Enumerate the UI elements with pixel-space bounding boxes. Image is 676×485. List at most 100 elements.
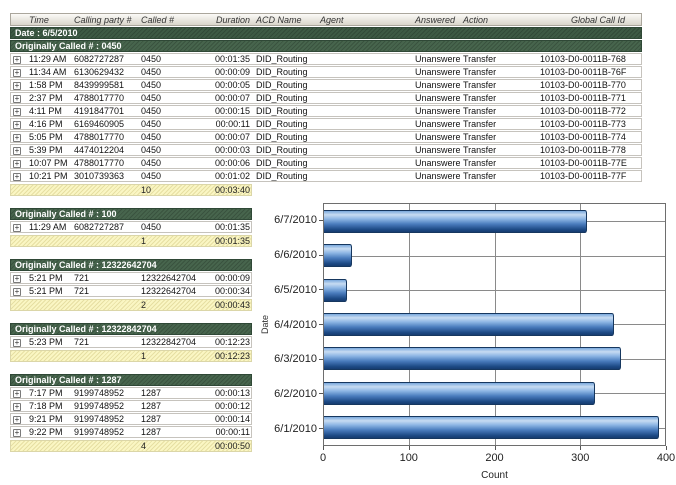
- cell-called: 12322642704: [141, 273, 197, 283]
- expand-icon[interactable]: +: [13, 172, 21, 181]
- cell-answered: Unanswered: [415, 158, 460, 168]
- expand-icon[interactable]: +: [13, 402, 21, 411]
- expand-icon[interactable]: +: [13, 107, 21, 116]
- table-row[interactable]: +11:29 AM 6082727287 0450 00:01:35: [10, 221, 252, 233]
- table-row[interactable]: +2:37 PM 4788017770 0450 00:00:07 DID_Routin…: [10, 92, 642, 104]
- expand-icon[interactable]: +: [13, 120, 21, 129]
- column-header: Global Call Id: [570, 14, 625, 25]
- group-summary-row: 1 00:12:23: [10, 350, 252, 362]
- group-title-band: Originally Called # : 12322642704: [10, 259, 252, 271]
- table-row[interactable]: +7:17 PM 9199748952 1287 00:00:13: [10, 387, 252, 399]
- cell-time: 2:37 PM: [29, 93, 63, 103]
- table-row[interactable]: +5:21 PM 721 12322642704 00:00:34: [10, 285, 252, 297]
- expand-icon[interactable]: +: [13, 55, 21, 64]
- expand-icon[interactable]: +: [13, 428, 21, 437]
- cell-called: 12322842704: [141, 337, 197, 347]
- cell-called: 1287: [141, 427, 162, 437]
- summary-count: 2: [141, 300, 147, 310]
- column-header: ACD Name: [256, 14, 302, 25]
- group-summary-row: 10 00:03:40: [10, 184, 252, 196]
- cell-called: 1287: [141, 401, 162, 411]
- y-tick-label: 6/1/2010: [264, 411, 323, 446]
- expand-icon[interactable]: +: [13, 94, 21, 103]
- table-row[interactable]: +9:22 PM 9199748952 1287 00:00:11: [10, 426, 252, 438]
- column-header: Action: [463, 14, 489, 25]
- cell-time: 7:17 PM: [29, 388, 63, 398]
- cell-action: Transfer: [463, 106, 497, 116]
- table-row[interactable]: +10:07 PM 4788017770 0450 00:00:06 DID_Routi…: [10, 157, 642, 169]
- table-row[interactable]: +11:29 AM 6082727287 0450 00:01:35 DID_Routi…: [10, 53, 642, 65]
- summary-count: 10: [141, 185, 152, 195]
- cell-called: 12322642704: [141, 286, 197, 296]
- chart-category-row: [324, 376, 665, 410]
- cell-calling: 721: [74, 337, 90, 347]
- chart-bar: [324, 347, 621, 371]
- cell-time: 10:21 PM: [29, 171, 68, 181]
- table-row[interactable]: +1:58 PM 8439999581 0450 00:00:05 DID_Routin…: [10, 79, 642, 91]
- cell-action: Transfer: [463, 132, 497, 142]
- table-row[interactable]: +4:11 PM 4191847701 0450 00:00:15 DID_Routin…: [10, 105, 642, 117]
- cell-action: Transfer: [463, 119, 497, 129]
- cell-calling: 9199748952: [74, 401, 125, 411]
- x-tick-mark: [580, 446, 582, 450]
- cell-action: Transfer: [463, 145, 497, 155]
- cell-duration: 00:00:07: [214, 93, 250, 103]
- chart-bar: [324, 312, 614, 336]
- chart-bar-rows: [324, 204, 665, 445]
- cell-time: 5:21 PM: [29, 273, 63, 283]
- x-tick-label: 100: [399, 452, 418, 464]
- cell-duration: 00:00:15: [214, 106, 250, 116]
- table-row[interactable]: +11:34 AM 6130629432 0450 00:00:09 DID_Routi…: [10, 66, 642, 78]
- y-tick-label-text: 6/4/2010: [274, 318, 317, 331]
- summary-count: 4: [141, 441, 147, 451]
- cell-duration: 00:00:05: [214, 80, 250, 90]
- chart-x-axis-labels: 0 100 200 300 400: [320, 452, 675, 465]
- cell-action: Transfer: [463, 67, 497, 77]
- table-row[interactable]: +10:21 PM 3010739363 0450 00:01:02 DID_Routi…: [10, 170, 642, 182]
- expand-icon[interactable]: +: [13, 338, 21, 347]
- cell-acd: DID_Routing: [256, 158, 308, 168]
- chart-y-axis-labels: 6/7/2010 6/6/2010 6/5/2010 6/4/2010 6/3/2010…: [264, 203, 323, 446]
- chart-bar: [324, 381, 596, 405]
- cell-time: 11:34 AM: [29, 67, 67, 77]
- summary-duration: 00:00:50: [214, 441, 250, 451]
- expander-cell: +: [11, 67, 26, 77]
- chart-bar: [324, 244, 353, 268]
- expand-icon[interactable]: +: [13, 389, 21, 398]
- expand-icon[interactable]: +: [13, 68, 21, 77]
- expander-cell: +: [11, 158, 26, 168]
- cell-answered: Unanswered: [415, 93, 460, 103]
- group-summary-row: 1 00:01:35: [10, 235, 252, 247]
- expand-icon[interactable]: +: [13, 274, 21, 283]
- expander-cell: +: [11, 388, 26, 398]
- table-row[interactable]: +9:21 PM 9199748952 1287 00:00:14: [10, 413, 252, 425]
- group-title-band: Originally Called # : 0450: [10, 40, 642, 52]
- cell-calling: 4788017770: [74, 93, 125, 103]
- table-row[interactable]: +7:18 PM 9199748952 1287 00:00:12: [10, 400, 252, 412]
- table-row[interactable]: +5:21 PM 721 12322642704 00:00:09: [10, 272, 252, 284]
- expand-icon[interactable]: +: [13, 133, 21, 142]
- cell-duration: 00:01:35: [214, 54, 250, 64]
- date-band: Date : 6/5/2010: [10, 27, 642, 39]
- summary-duration: 00:03:40: [214, 185, 250, 195]
- expand-icon[interactable]: +: [13, 159, 21, 168]
- cell-calling: 8439999581: [74, 80, 125, 90]
- expander-cell: +: [11, 273, 26, 283]
- cell-global_call_id: 10103-D0-0011B-773: [540, 119, 626, 129]
- table-row[interactable]: +5:39 PM 4474012204 0450 00:00:03 DID_Routin…: [10, 144, 642, 156]
- table-row[interactable]: +5:23 PM 721 12322842704 00:12:23: [10, 336, 252, 348]
- expand-icon[interactable]: +: [13, 287, 21, 296]
- expand-icon[interactable]: +: [13, 415, 21, 424]
- table-row[interactable]: +4:16 PM 6169460905 0450 00:00:11 DID_Routin…: [10, 118, 642, 130]
- cell-time: 11:29 AM: [29, 54, 67, 64]
- cell-calling: 6082727287: [74, 54, 125, 64]
- expand-icon[interactable]: +: [13, 146, 21, 155]
- call-groups: Originally Called # : 0450 +11:29 AM 60827…: [10, 40, 642, 452]
- y-tick-label-text: 6/6/2010: [274, 249, 317, 262]
- expander-cell: +: [11, 80, 26, 90]
- expand-icon[interactable]: +: [13, 223, 21, 232]
- expander-cell: +: [11, 222, 26, 232]
- y-tick-label: 6/7/2010: [264, 203, 323, 238]
- expand-icon[interactable]: +: [13, 81, 21, 90]
- table-row[interactable]: +5:05 PM 4788017770 0450 00:00:07 DID_Routin…: [10, 131, 642, 143]
